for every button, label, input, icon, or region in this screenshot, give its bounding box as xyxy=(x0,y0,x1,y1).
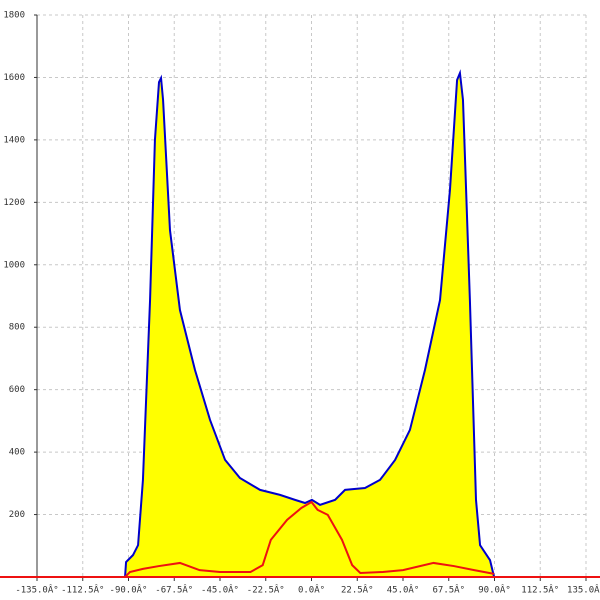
y-tick-label: 1000 xyxy=(3,260,25,270)
x-tick-label: 45.0Â° xyxy=(387,584,420,596)
y-tick-label: 600 xyxy=(9,385,25,395)
x-tick-label: -67.5Â° xyxy=(155,584,193,596)
y-tick-label: 1600 xyxy=(3,73,25,83)
y-tick-label: 200 xyxy=(9,510,25,520)
x-tick-label: 22.5Â° xyxy=(341,584,374,596)
x-tick-label: -135.0Â° xyxy=(15,584,58,596)
x-tick-label: -45.0Â° xyxy=(201,584,239,596)
area-fill xyxy=(125,73,495,577)
y-tick-label: 800 xyxy=(9,323,25,333)
series-line xyxy=(124,500,495,578)
x-tick-label: -22.5Â° xyxy=(247,584,285,596)
x-tick-label: 90.0Â° xyxy=(478,584,511,596)
series-line xyxy=(124,69,496,578)
y-tick-label: 400 xyxy=(9,448,25,458)
x-tick-label: 135.0Â° xyxy=(567,584,600,596)
x-tick-label: -112.5Â° xyxy=(61,584,104,596)
y-tick-label: 1200 xyxy=(3,198,25,208)
x-tick-label: 67.5Â° xyxy=(432,584,465,596)
x-tick-label: 112.5Â° xyxy=(521,584,559,596)
x-tick-label: 0.0Â° xyxy=(298,584,325,596)
y-tick-label: 1800 xyxy=(3,11,25,21)
x-tick-label: -90.0Â° xyxy=(110,584,148,596)
y-tick-label: 1400 xyxy=(3,135,25,145)
